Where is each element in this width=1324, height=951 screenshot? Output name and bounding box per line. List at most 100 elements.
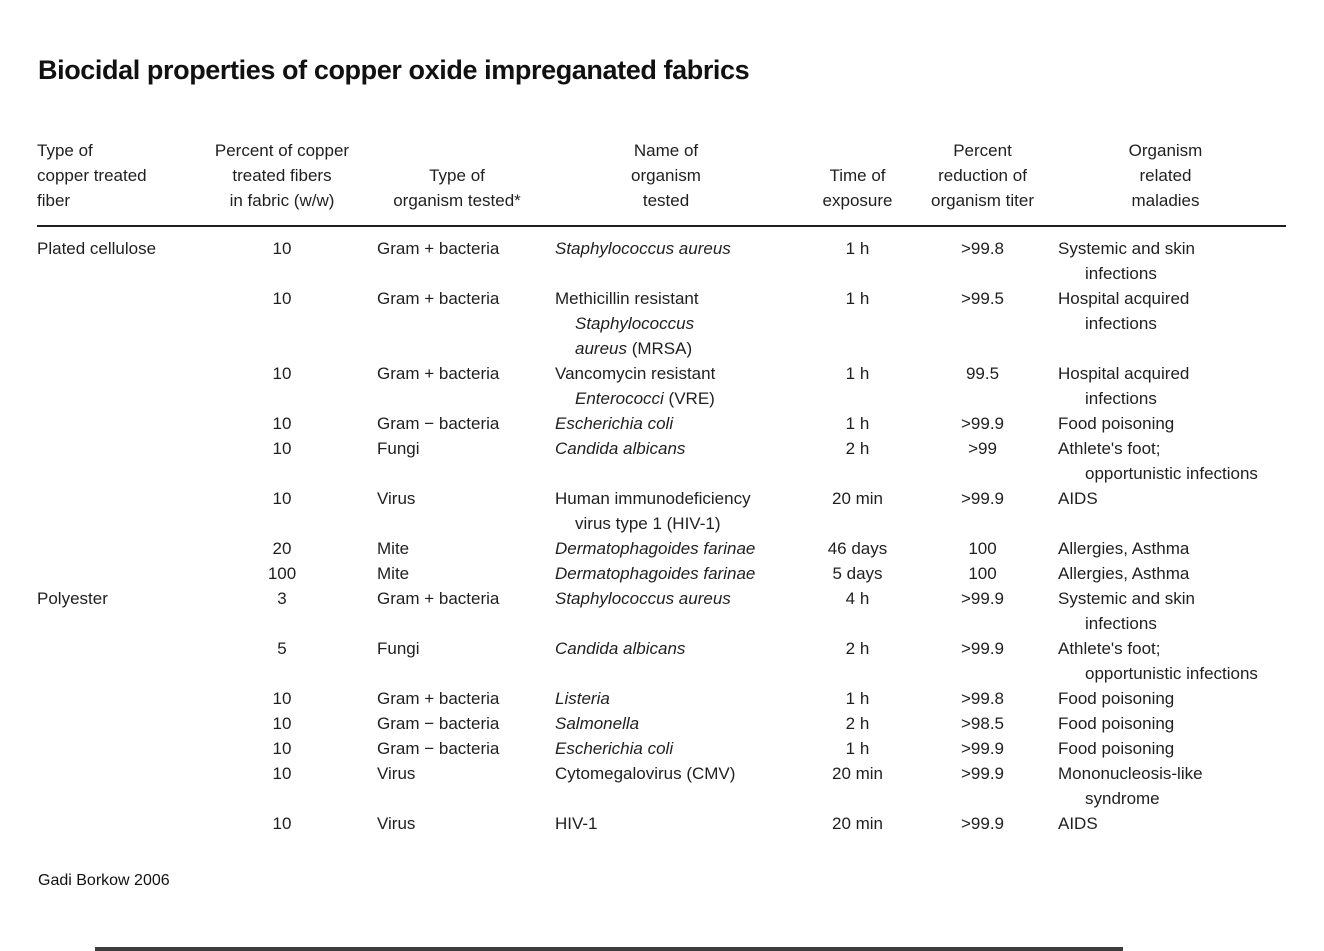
cell-percent: 10 — [272, 239, 292, 258]
page-title: Biocidal properties of copper oxide impr… — [38, 55, 750, 85]
table-header: Type of copper treated fiber Percent of cop… — [37, 138, 1286, 227]
cell-organism-type: Gram − bacteria — [377, 714, 500, 733]
cell-exposure-time: 20 min — [831, 489, 884, 508]
cell-organism-type: Gram + bacteria — [377, 364, 500, 383]
cell-percent: 10 — [272, 364, 292, 383]
cell-fiber: Plated cellulose — [37, 239, 157, 258]
column-header-organism-type: Type of organism tested* — [377, 138, 537, 227]
cell-exposure-time: 1 h — [845, 289, 870, 308]
author-credit: Gadi Borkow 2006 — [38, 872, 170, 889]
cell-percent: 10 — [272, 689, 292, 708]
cell-titer-reduction: 99.5 — [965, 364, 1000, 383]
cell-maladies: Food poisoning — [1058, 689, 1175, 708]
cell-fiber — [37, 536, 187, 561]
column-header-titer-reduction: Percent reduction of organism titer — [920, 138, 1045, 227]
cell-exposure-time: 2 h — [845, 714, 870, 733]
column-header-exposure-time: Time of exposure — [795, 138, 920, 227]
table-row: 20 Mite Dermatophagoides farinae 46 days 100… — [37, 536, 1286, 561]
cell-organism-type: Gram + bacteria — [377, 239, 500, 258]
table-row: 5 Fungi Candida albicans 2 h >99.9 Athlete's … — [37, 636, 1286, 686]
cell-percent: 10 — [272, 739, 292, 758]
cell-fiber — [37, 286, 187, 361]
cell-maladies: Systemic and skin infections — [1058, 589, 1195, 633]
cell-organism-name: Candida albicans — [555, 439, 686, 458]
table-row: 10 Fungi Candida albicans 2 h >99 Athlete's f… — [37, 436, 1286, 486]
cell-exposure-time: 1 h — [845, 689, 870, 708]
cell-exposure-time: 1 h — [845, 739, 870, 758]
cell-titer-reduction: 100 — [968, 564, 997, 583]
cell-titer-reduction: >99.9 — [960, 489, 1004, 508]
cell-organism-type: Gram + bacteria — [377, 289, 500, 308]
cell-percent: 10 — [272, 439, 292, 458]
cell-titer-reduction: >99.9 — [960, 739, 1004, 758]
cell-organism-type: Mite — [377, 564, 410, 583]
cell-exposure-time: 46 days — [827, 539, 888, 558]
cell-titer-reduction: >99.9 — [960, 814, 1004, 833]
cell-maladies: Hospital acquired infections — [1058, 364, 1190, 408]
column-header-fiber: Type of copper treated fiber — [37, 138, 187, 227]
cell-exposure-time: 1 h — [845, 239, 870, 258]
cell-fiber — [37, 411, 187, 436]
table-body: Plated cellulose 10 Gram + bacteria Staphyl… — [37, 226, 1286, 836]
table-row: 10 Virus HIV-1 20 min >99.9 AIDS — [37, 811, 1286, 836]
cell-maladies: Athlete's foot; opportunistic infections — [1058, 639, 1258, 683]
cell-percent: 3 — [277, 589, 287, 608]
cell-maladies: AIDS — [1058, 814, 1098, 833]
cell-organism-type: Virus — [377, 764, 416, 783]
cell-percent: 100 — [267, 564, 297, 583]
cell-organism-type: Gram − bacteria — [377, 414, 500, 433]
cell-percent: 10 — [272, 489, 292, 508]
cell-fiber — [37, 636, 187, 686]
cell-organism-type: Gram + bacteria — [377, 689, 500, 708]
table-row: Plated cellulose 10 Gram + bacteria Staphyl… — [37, 226, 1286, 286]
cell-organism-name: Dermatophagoides farinae — [555, 539, 756, 558]
column-header-organism-name: Name of organism tested — [537, 138, 795, 227]
cell-fiber — [37, 711, 187, 736]
cell-exposure-time: 20 min — [831, 814, 884, 833]
cell-percent: 10 — [272, 764, 292, 783]
cell-titer-reduction: >99.9 — [960, 764, 1004, 783]
cell-maladies: Food poisoning — [1058, 414, 1175, 433]
cell-organism-type: Gram − bacteria — [377, 739, 500, 758]
table-row: 10 Gram − bacteria Salmonella 2 h >98.5 Food … — [37, 711, 1286, 736]
cell-maladies: Allergies, Asthma — [1058, 564, 1190, 583]
table-row: Polyester 3 Gram + bacteria Staphylococcus … — [37, 586, 1286, 636]
cell-organism-name: Human immunodeficiency virus type 1 (HIV-… — [555, 489, 751, 533]
cell-maladies: Systemic and skin infections — [1058, 239, 1195, 283]
cell-percent: 10 — [272, 289, 292, 308]
cell-organism-name: HIV-1 — [555, 814, 598, 833]
cell-maladies: Food poisoning — [1058, 714, 1175, 733]
column-header-maladies: Organism related maladies — [1045, 138, 1286, 227]
cell-titer-reduction: >99.8 — [960, 239, 1004, 258]
cell-exposure-time: 2 h — [845, 439, 870, 458]
cell-fiber — [37, 736, 187, 761]
cell-percent: 5 — [277, 639, 287, 658]
table-header-row: Type of copper treated fiber Percent of cop… — [37, 138, 1286, 227]
table-row: 10 Gram − bacteria Escherichia coli 1 h >99.… — [37, 736, 1286, 761]
cell-organism-name: Dermatophagoides farinae — [555, 564, 756, 583]
cell-exposure-time: 2 h — [845, 639, 870, 658]
table-row: 10 Gram + bacteria Vancomycin resistant Ent… — [37, 361, 1286, 411]
cell-fiber — [37, 811, 187, 836]
cell-maladies: AIDS — [1058, 489, 1098, 508]
cell-fiber — [37, 486, 187, 536]
cell-organism-type: Fungi — [377, 439, 420, 458]
cell-fiber — [37, 361, 187, 411]
cell-percent: 10 — [272, 414, 292, 433]
cell-organism-name: Escherichia coli — [555, 414, 674, 433]
column-header-percent: Percent of copper treated fibers in fabric… — [187, 138, 377, 227]
table-row: 10 Gram − bacteria Escherichia coli 1 h >99.… — [37, 411, 1286, 436]
table-row: 10 Gram + bacteria Methicillin resistant St… — [37, 286, 1286, 361]
cell-titer-reduction: >98.5 — [960, 714, 1004, 733]
cell-percent: 20 — [272, 539, 292, 558]
cell-organism-type: Mite — [377, 539, 410, 558]
cell-titer-reduction: >99.9 — [960, 639, 1004, 658]
cell-percent: 10 — [272, 714, 292, 733]
table-row: 10 Virus Cytomegalovirus (CMV) 20 min >99.9 M… — [37, 761, 1286, 811]
cell-organism-type: Fungi — [377, 639, 420, 658]
cell-maladies: Mononucleosis-like syndrome — [1058, 764, 1203, 808]
cell-organism-name: Candida albicans — [555, 639, 686, 658]
cell-exposure-time: 4 h — [845, 589, 870, 608]
cell-percent: 10 — [272, 814, 292, 833]
